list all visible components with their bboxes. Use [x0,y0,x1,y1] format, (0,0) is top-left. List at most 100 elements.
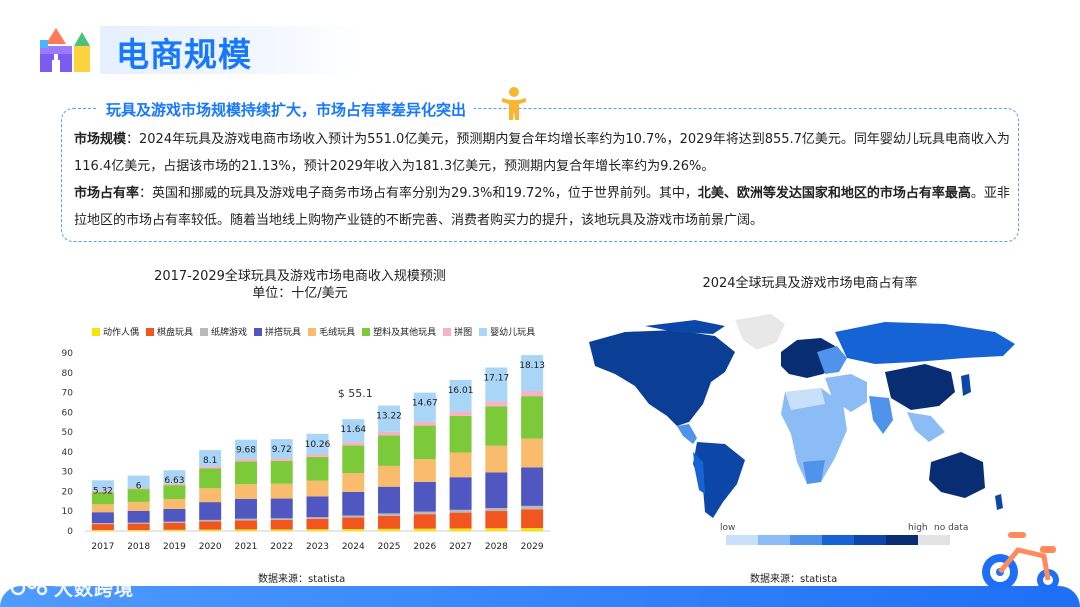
bar-segment [306,433,329,455]
bar-segment [342,529,365,531]
bar-segment [270,518,293,520]
map-north-america [589,330,735,426]
bar-top-label: 9.68 [236,446,256,456]
bar-segment [199,502,222,520]
bar-segment [234,498,257,519]
legend-swatch [362,327,371,336]
brand-name: 大数跨境 [54,578,135,600]
bar-segment [521,355,544,391]
chart-title: 2017-2029全球玩具及游戏市场电商收入规模预测 [154,269,446,284]
bar-top-label: 9.72 [272,445,292,455]
bar-top-label: 17.17 [483,373,509,383]
bar-top-label: 8.1 [203,456,217,466]
bar-segment [91,512,114,524]
y-tick-label: 10 [62,507,74,517]
bar-segment [127,523,150,531]
info-text: 市场规模：2024年玩具及游戏电商市场收入预计为551.0亿美元，预测期内复合年… [74,126,1014,234]
map-africa-north [785,388,825,410]
bar-segment [270,439,293,459]
bar-segment [449,477,472,510]
info-heading-wrap: 玩具及游戏市场规模持续扩大，市场占有率差异化突出 [98,96,475,122]
bar-segment [378,435,401,466]
bar-segment [378,405,401,432]
legend-item: 棋盘玩具 [146,325,193,338]
legend-label: 塑料及其他玩具 [373,328,437,338]
bar-segment [127,530,150,531]
bar-segment [306,454,329,457]
bar-segment [485,528,508,531]
scale-swatch [822,535,854,545]
brand-logo: 大数跨境 [10,574,134,601]
bar-segment [234,529,257,531]
chart-legend: 动作人偶 棋盘玩具 纸牌游戏 拼搭玩具 毛绒玩具 塑料及其他玩具 拼图 婴幼儿玩具 [92,325,535,338]
bar-segment [306,518,329,530]
map-label-low: low [720,523,736,533]
bar-segment [234,461,257,485]
scale-swatch [790,535,822,545]
bar-segment [199,519,222,522]
legend-item: 拼搭玩具 [254,325,301,338]
bar-segment [163,522,186,530]
legend-swatch [92,327,100,336]
bar-segment [163,508,186,522]
bar-segment [127,489,150,502]
bar-top-label: 11.64 [340,425,366,435]
market-size-label: 市场规模 [74,132,127,147]
map-south-america-west [693,452,705,494]
bar-segment [413,421,436,426]
map-australia [929,452,985,498]
bar-segment [342,442,365,446]
stacked-bar-chart: 0 10 20 30 40 50 60 70 80 90 5.32 2017 6 2018 6.63 2019… [62,349,550,552]
bar-segment [485,511,508,529]
legend-item: 拼图 [443,325,472,338]
bar-segment [413,528,436,531]
bar-segment [199,529,222,531]
map-india [869,396,893,434]
legend-swatch [443,327,452,336]
map-label-nodata: no data [934,523,969,533]
x-tick-label: 2025 [378,542,401,552]
y-tick-label: 50 [62,428,74,438]
y-tick-label: 80 [62,369,74,379]
info-heading: 玩具及游戏市场规模持续扩大，市场占有率差异化突出 [106,100,467,119]
bar-top-label: 14.67 [412,399,438,409]
y-tick-label: 70 [62,389,74,399]
bar-segment [378,465,401,487]
bar-segment [91,504,114,513]
map-europe-east [817,346,847,374]
x-tick-label: 2026 [413,542,436,552]
bar-segment [270,519,293,530]
bar-segment [270,483,293,499]
footer-band [0,586,1080,607]
legend-swatch [254,327,263,336]
paragraph-market-size: 市场规模：2024年玩具及游戏电商市场收入预计为551.0亿美元，预测期内复合年… [74,126,1014,180]
map-color-scale [726,535,950,545]
bar-segment [306,456,329,481]
scale-swatch [886,535,918,545]
bar-segment [270,498,293,519]
bar-segment [449,379,472,412]
y-tick-label: 20 [62,487,74,497]
legend-item: 毛绒玩具 [308,325,355,338]
bar-segment [91,523,114,525]
bar-segment [378,431,401,436]
bar-segment [91,492,114,505]
legend-label: 毛绒玩具 [319,328,356,338]
legend-item: 塑料及其他玩具 [362,325,436,338]
scale-swatch [758,535,790,545]
x-tick-label: 2017 [91,542,114,552]
bar-segment [91,530,114,531]
bar-segment [127,475,150,488]
legend-label: 棋盘玩具 [157,328,194,338]
map-source: 数据来源：statista [750,574,838,585]
x-tick-label: 2029 [521,542,544,552]
map-russia [835,322,1015,364]
bar-top-label: 10.26 [305,440,331,450]
bar-segment [521,438,544,468]
bar-top-label: 6.63 [164,476,184,486]
legend-swatch [308,327,317,336]
bar-segment [199,450,222,467]
bar-segment [234,484,257,499]
paragraph-market-share: 市场占有率：英国和挪威的玩具及游戏电子商务市场占有率分别为29.3%和19.72… [74,180,1014,234]
bar-segment [91,490,114,493]
